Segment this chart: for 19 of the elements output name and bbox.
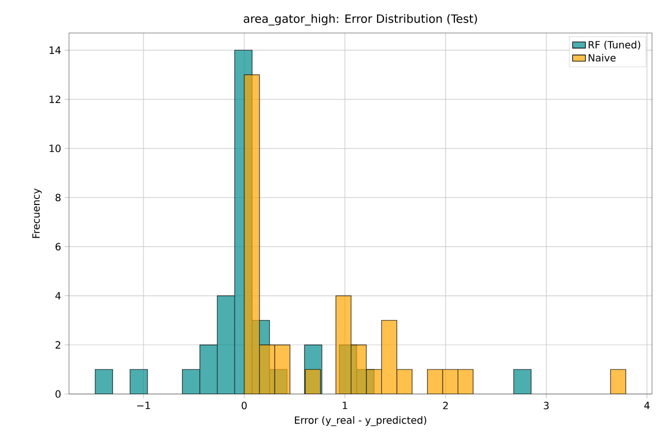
y-tick-label: 12: [50, 96, 60, 103]
x-tick-label: 4: [644, 402, 650, 410]
x-tick-label: 0: [242, 402, 247, 410]
y-tick-label: 2: [56, 341, 60, 349]
legend-label: Naive: [588, 54, 616, 62]
x-tick-label: 1: [342, 402, 348, 410]
y-tick-label: 6: [56, 242, 61, 250]
y-tick-label: 10: [50, 144, 61, 152]
legend-label: RF (Tuned): [588, 40, 640, 50]
y-axis-title: Frecuency: [32, 188, 42, 238]
x-axis-title: Error (y_real - y_predicted): [294, 416, 426, 426]
chart-title: area_gator_high: Error Distribution (Test): [244, 14, 477, 26]
x-tick-label: −1: [137, 402, 150, 410]
y-tick-label: 4: [55, 292, 61, 300]
x-tick-label: 2: [443, 402, 448, 410]
x-tick-label: 3: [544, 402, 549, 410]
y-tick-label: 0: [56, 390, 61, 398]
y-tick-label: 14: [50, 46, 61, 54]
y-tick-label: 8: [56, 194, 61, 202]
